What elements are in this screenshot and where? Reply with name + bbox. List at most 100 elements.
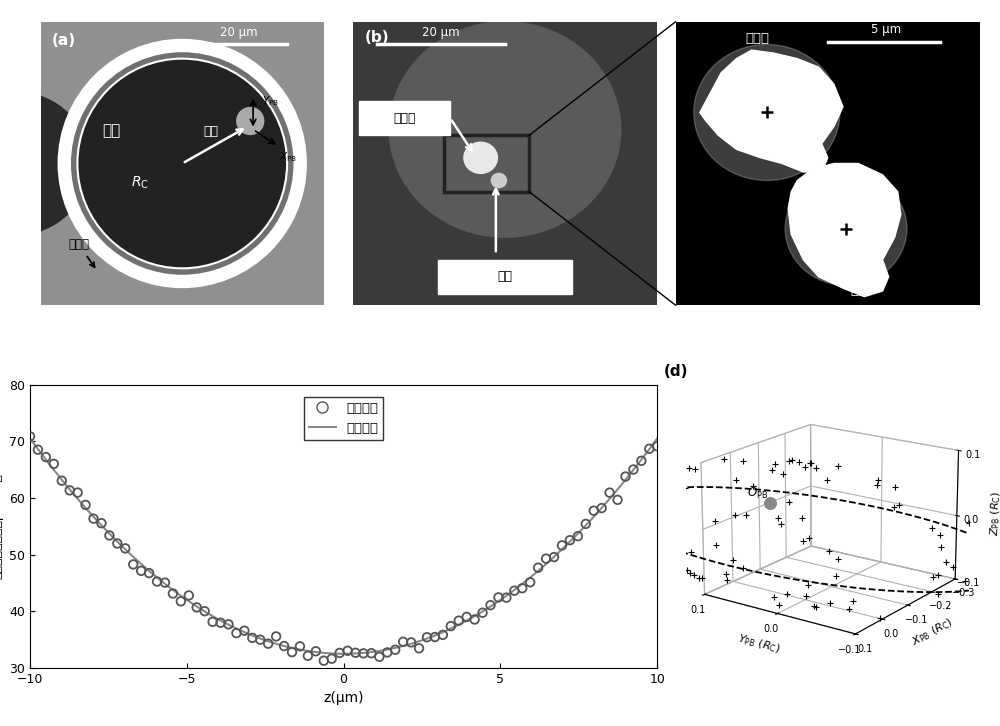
Point bbox=[649, 441, 665, 452]
Text: (d): (d) bbox=[663, 364, 688, 379]
Point bbox=[332, 647, 348, 658]
Point bbox=[228, 627, 244, 639]
Point bbox=[594, 502, 610, 514]
Point bbox=[483, 600, 499, 611]
Text: $Y_{\rm PB}$: $Y_{\rm PB}$ bbox=[262, 94, 279, 107]
Text: 透明带: 透明带 bbox=[69, 239, 95, 267]
Point bbox=[475, 607, 491, 619]
Point bbox=[189, 602, 205, 613]
Point bbox=[427, 631, 443, 643]
Point bbox=[633, 455, 649, 467]
Point bbox=[610, 494, 626, 505]
Circle shape bbox=[389, 22, 621, 237]
Point bbox=[443, 620, 459, 632]
Point bbox=[101, 530, 117, 542]
Point bbox=[30, 444, 46, 455]
Circle shape bbox=[785, 172, 907, 285]
Point bbox=[62, 484, 78, 496]
Point bbox=[498, 592, 514, 603]
Point bbox=[514, 582, 530, 594]
Point bbox=[379, 647, 395, 658]
Point bbox=[530, 562, 546, 574]
Point bbox=[570, 531, 586, 542]
Point bbox=[586, 505, 602, 516]
Point bbox=[197, 605, 213, 617]
Bar bbox=[444, 135, 529, 192]
Point bbox=[617, 470, 633, 482]
Point bbox=[435, 629, 451, 640]
Point bbox=[562, 534, 578, 546]
Point bbox=[340, 645, 356, 656]
Point bbox=[625, 464, 641, 476]
Text: 20 μm: 20 μm bbox=[422, 26, 460, 39]
Point bbox=[46, 458, 62, 470]
Text: 20 μm: 20 μm bbox=[220, 26, 258, 39]
Point bbox=[292, 640, 308, 652]
Text: (a): (a) bbox=[52, 33, 76, 48]
Circle shape bbox=[58, 38, 307, 288]
Text: 5 μm: 5 μm bbox=[871, 23, 901, 36]
Point bbox=[284, 646, 300, 658]
Point bbox=[395, 636, 411, 648]
Point bbox=[490, 592, 506, 603]
Text: 极体: 极体 bbox=[203, 125, 218, 138]
Point bbox=[165, 588, 181, 600]
Point bbox=[602, 487, 618, 499]
Point bbox=[276, 640, 292, 652]
X-axis label: z(μm): z(μm) bbox=[323, 691, 364, 706]
Point bbox=[387, 644, 403, 656]
Point bbox=[213, 617, 229, 629]
Circle shape bbox=[0, 93, 89, 234]
Point bbox=[141, 567, 157, 579]
Circle shape bbox=[694, 44, 840, 181]
Bar bbox=[438, 260, 572, 294]
Point bbox=[554, 539, 570, 551]
Polygon shape bbox=[788, 163, 901, 297]
X-axis label: $Y_{\rm PB}\ (R_{\rm C})$: $Y_{\rm PB}\ (R_{\rm C})$ bbox=[736, 632, 782, 656]
Point bbox=[348, 647, 364, 658]
Point bbox=[371, 651, 387, 663]
Text: 极体: 极体 bbox=[850, 284, 866, 297]
Text: 细胞核: 细胞核 bbox=[393, 112, 416, 125]
Point bbox=[133, 565, 149, 576]
Point bbox=[355, 648, 371, 659]
Point bbox=[506, 585, 522, 597]
Point bbox=[205, 616, 221, 628]
Point bbox=[300, 650, 316, 661]
Point bbox=[22, 431, 38, 442]
Polygon shape bbox=[700, 50, 843, 172]
Point bbox=[260, 638, 276, 650]
Point bbox=[86, 513, 102, 524]
Point bbox=[411, 643, 427, 654]
Text: (b): (b) bbox=[365, 30, 390, 45]
Point bbox=[38, 452, 54, 463]
Y-axis label: 细胞核轮廓面积（μm^2）: 细胞核轮廓面积（μm^2） bbox=[0, 473, 4, 579]
Point bbox=[173, 595, 189, 607]
Point bbox=[70, 486, 86, 498]
Text: 细胞核: 细胞核 bbox=[746, 32, 770, 44]
Text: 极体: 极体 bbox=[498, 270, 512, 283]
Point bbox=[451, 615, 467, 627]
Point bbox=[459, 611, 475, 623]
Text: 胞质: 胞质 bbox=[102, 123, 121, 138]
Point bbox=[268, 631, 284, 643]
Point bbox=[324, 653, 340, 664]
Point bbox=[93, 518, 109, 529]
Point bbox=[78, 499, 94, 510]
Point bbox=[363, 648, 379, 659]
Point bbox=[538, 552, 554, 564]
Point bbox=[117, 542, 133, 554]
Point bbox=[522, 576, 538, 588]
Point bbox=[149, 576, 165, 587]
Point bbox=[181, 590, 197, 601]
Text: $X_{\rm PB}$: $X_{\rm PB}$ bbox=[279, 150, 297, 165]
Circle shape bbox=[236, 107, 264, 135]
Point bbox=[220, 619, 236, 630]
Circle shape bbox=[69, 50, 296, 277]
Point bbox=[316, 655, 332, 666]
Point bbox=[641, 443, 657, 454]
Point bbox=[54, 475, 70, 486]
Point bbox=[109, 538, 125, 550]
Point bbox=[236, 625, 252, 637]
Point bbox=[244, 632, 260, 644]
